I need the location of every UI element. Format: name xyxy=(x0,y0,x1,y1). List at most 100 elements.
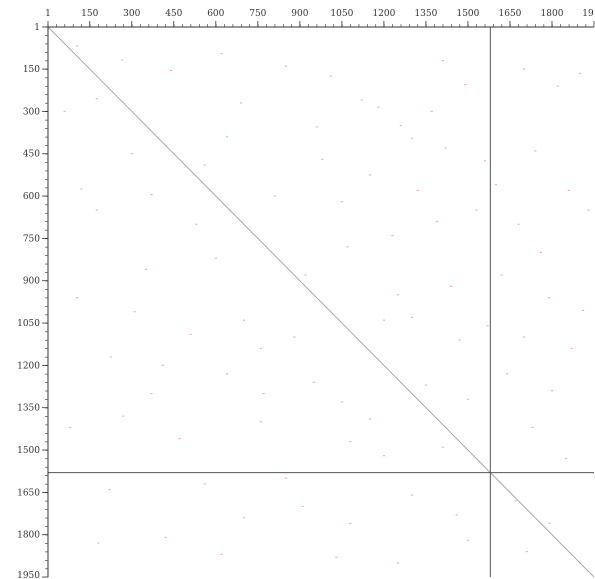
data-point xyxy=(312,381,316,383)
data-point xyxy=(63,110,66,112)
data-point xyxy=(133,311,136,313)
data-point xyxy=(368,174,372,176)
data-point xyxy=(494,184,498,186)
data-point xyxy=(161,364,164,366)
data-point xyxy=(410,316,414,318)
data-point xyxy=(444,147,447,149)
data-point xyxy=(517,223,520,225)
data-point xyxy=(522,336,526,338)
data-point xyxy=(382,319,386,321)
data-point xyxy=(539,251,542,254)
data-point xyxy=(550,390,554,392)
data-point xyxy=(321,158,324,160)
data-point xyxy=(377,106,380,108)
data-point xyxy=(144,268,147,271)
data-point xyxy=(346,246,349,248)
x-tick-label: 1500 xyxy=(456,9,479,19)
x-tick-label: 1200 xyxy=(372,9,395,19)
data-point xyxy=(97,542,100,544)
data-point xyxy=(284,477,288,479)
data-point xyxy=(120,59,124,61)
data-point xyxy=(242,319,246,321)
data-point xyxy=(581,309,584,311)
diagonal-line xyxy=(47,26,595,578)
data-point xyxy=(214,257,218,259)
data-point xyxy=(273,195,276,197)
y-tick-label: 1500 xyxy=(17,446,40,456)
data-point xyxy=(514,500,517,502)
data-point xyxy=(262,392,265,395)
y-tick-label: 1200 xyxy=(17,361,40,371)
data-point xyxy=(578,72,582,74)
data-point xyxy=(587,209,590,211)
data-point xyxy=(450,285,453,287)
x-tick-label: 19 xyxy=(582,9,594,19)
y-tick-label: 1350 xyxy=(17,404,40,414)
data-point xyxy=(220,553,223,556)
data-point xyxy=(178,438,181,440)
data-point xyxy=(548,297,551,299)
data-point xyxy=(396,294,400,296)
y-tick-label: 1 xyxy=(34,23,40,33)
data-point xyxy=(108,488,111,491)
data-point xyxy=(396,562,400,564)
data-point xyxy=(226,136,229,138)
data-point xyxy=(424,384,428,386)
data-point xyxy=(349,522,352,524)
data-point xyxy=(410,137,414,139)
data-point xyxy=(556,85,559,87)
data-point xyxy=(189,333,192,335)
data-point xyxy=(436,220,439,223)
data-point xyxy=(475,209,478,211)
data-point xyxy=(130,153,133,155)
y-tick-label: 1650 xyxy=(17,488,40,498)
data-point xyxy=(95,98,98,100)
data-point xyxy=(203,483,206,485)
data-point xyxy=(522,68,526,70)
data-point xyxy=(150,194,153,196)
data-point xyxy=(340,401,344,403)
data-point xyxy=(399,124,402,127)
data-point xyxy=(458,339,461,341)
data-point xyxy=(391,234,394,237)
data-point xyxy=(220,52,223,55)
y-tick-label: 1050 xyxy=(17,319,40,329)
data-point xyxy=(76,45,79,47)
data-point xyxy=(506,373,509,375)
data-point xyxy=(203,164,206,166)
data-point xyxy=(259,347,262,350)
y-tick-label: 450 xyxy=(23,150,40,160)
data-point xyxy=(293,336,296,338)
data-point xyxy=(464,83,467,86)
data-point xyxy=(483,160,486,162)
data-point xyxy=(340,201,344,203)
data-point xyxy=(242,517,246,519)
data-point xyxy=(169,69,173,72)
data-point xyxy=(455,514,458,516)
data-point xyxy=(122,415,125,417)
y-tick-label: 300 xyxy=(23,107,40,117)
data-point xyxy=(564,457,568,460)
data-point xyxy=(382,455,386,457)
x-tick-label: 900 xyxy=(291,9,308,19)
tick-labels: 1 150 300 450 600 750 900 1050 1200 1350 1500 1650 1… xyxy=(17,9,594,579)
data-point xyxy=(570,347,573,350)
data-point xyxy=(349,440,352,443)
data-point xyxy=(80,188,83,190)
data-point xyxy=(329,75,332,77)
data-point xyxy=(195,223,198,225)
data-point xyxy=(360,99,363,101)
x-tick-label: 450 xyxy=(165,9,182,19)
x-tick-label: 1050 xyxy=(330,9,353,19)
y-tick-label: 600 xyxy=(23,192,40,202)
data-point xyxy=(368,418,372,420)
data-point xyxy=(416,189,419,191)
data-point xyxy=(441,446,444,448)
data-point xyxy=(76,297,79,299)
x-tick-label: 300 xyxy=(123,9,140,19)
data-point xyxy=(95,209,98,211)
data-point xyxy=(486,325,489,327)
x-tick-label: 750 xyxy=(249,9,266,19)
x-tick-label: 1650 xyxy=(499,9,522,19)
